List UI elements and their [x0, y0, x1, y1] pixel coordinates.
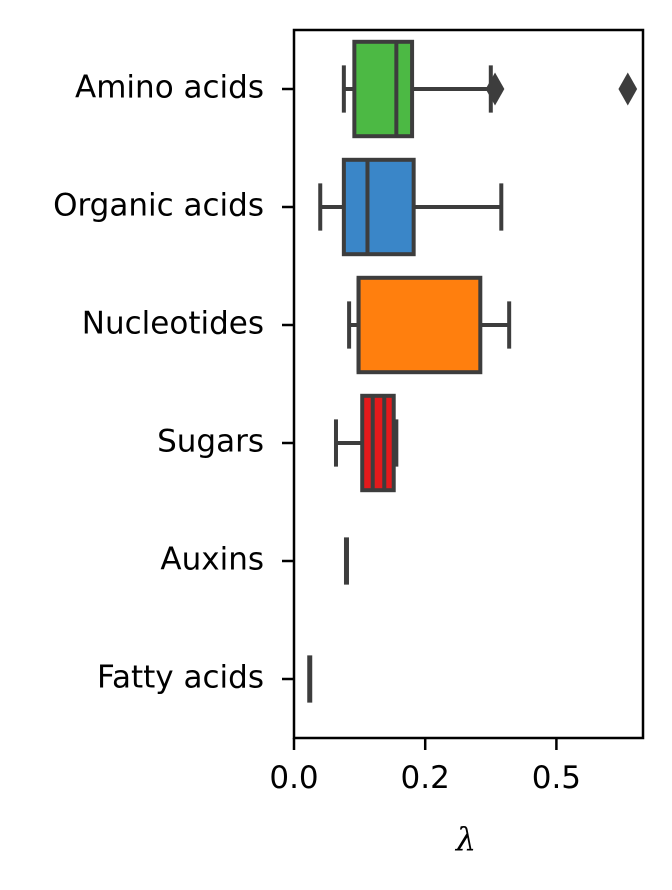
outlier-point: [485, 72, 505, 106]
x-tick-label: 0.2: [401, 760, 450, 796]
box-layer: [307, 39, 638, 703]
box-group: [347, 275, 512, 375]
y-tick-label: Organic acids: [53, 188, 264, 224]
box-group: [333, 393, 399, 493]
plot-frame: [292, 28, 645, 740]
y-tick-label: Amino acids: [75, 70, 264, 106]
box-group: [318, 157, 504, 257]
x-tick-label: 0.5: [532, 760, 581, 796]
x-tick-label: 0.0: [269, 760, 318, 796]
y-tick-label: Sugars: [157, 424, 264, 460]
y-tick-label: Nucleotides: [82, 306, 264, 342]
outlier-point: [618, 72, 638, 106]
x-axis-label: λ: [454, 820, 476, 858]
y-tick-label: Fatty acids: [97, 660, 264, 696]
x-axis: 0.0 0.2 0.5: [269, 738, 581, 796]
box-group: [341, 39, 638, 139]
y-tick-label: Auxins: [160, 542, 264, 578]
box-iqr: [360, 393, 396, 493]
box-iqr: [356, 275, 483, 375]
y-axis: Amino acids Organic acids Nucleotides Sugar…: [53, 70, 294, 696]
box-iqr: [352, 39, 415, 139]
box-iqr: [341, 157, 416, 257]
